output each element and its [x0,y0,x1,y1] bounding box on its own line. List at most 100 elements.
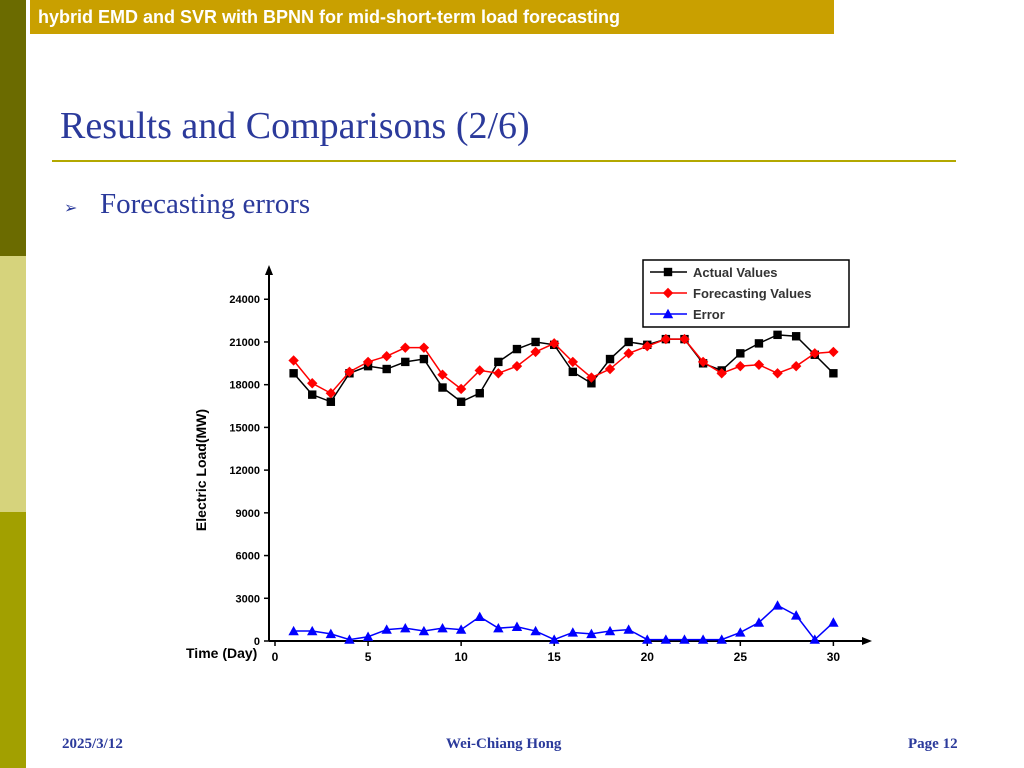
data-point [735,627,746,637]
data-point [307,378,318,389]
data-point [456,397,466,406]
data-point [828,346,839,358]
data-point [828,617,839,627]
x-tick-label: 15 [548,650,562,664]
data-point [308,390,317,399]
data-point [325,388,337,399]
data-point [829,369,838,378]
y-tick-label: 0 [254,636,260,648]
header-bar: hybrid EMD and SVR with BPNN for mid-sho… [30,0,834,34]
y-tick-label: 12000 [229,465,260,477]
x-tick-label: 30 [827,650,841,664]
data-point [289,369,298,378]
series-1 [289,330,838,406]
data-point [401,357,410,367]
data-point [362,631,374,641]
x-tick-label: 10 [454,650,468,664]
data-point [790,610,802,620]
data-point [605,354,615,364]
data-point [381,624,392,634]
legend-marker [662,308,674,319]
data-point [735,360,746,372]
data-point [437,369,448,380]
slide-title: Results and Comparisons (2/6) [60,105,530,147]
legend-label: Error [693,307,725,322]
data-point [679,333,690,345]
y-tick-label: 15000 [229,422,260,434]
data-point [530,625,541,636]
legend-marker [663,267,673,277]
y-tick-label: 24000 [229,294,260,306]
arrow-bullet-icon: ➢ [64,198,78,217]
series-3 [288,600,839,644]
data-point [697,634,709,644]
x-axis-label: Time (Day) [186,645,257,661]
y-axis-ticks: 0 3000 6000 9000 12000 15000 18000 21000 24000 [229,294,269,648]
data-point [288,355,299,366]
x-axis-arrow [862,637,872,645]
data-point [604,363,616,375]
series-layer [288,330,839,644]
data-point [400,622,411,633]
x-tick-label: 0 [272,650,279,664]
data-point [438,383,447,392]
data-point [493,622,504,633]
data-point [512,344,522,354]
data-point [697,356,709,368]
data-point [494,357,503,367]
data-point [326,397,336,406]
footer-date: 2025/3/12 [62,736,123,752]
data-point [455,624,467,634]
data-point [754,339,764,348]
sidebar-stripe-light [0,256,26,512]
load-forecast-chart: 0 3000 6000 9000 12000 15000 18000 21000 24000 0… [186,259,872,664]
legend: Actual Values Forecasting Values Error [642,259,850,328]
data-point [679,634,690,644]
y-tick-label: 3000 [236,593,260,605]
data-point [716,368,727,379]
data-point [344,634,355,644]
data-point [809,634,820,644]
data-point [736,349,745,358]
data-point [753,617,765,627]
legend-marker [662,287,674,299]
data-point [660,333,672,345]
x-axis-ticks: 0 5 10 15 20 25 30 [272,641,841,664]
y-tick-label: 6000 [236,551,260,563]
data-point [586,628,597,639]
data-point [587,379,596,388]
data-point [362,356,374,368]
bullet-text: Forecasting errors [100,188,311,220]
data-point [474,611,485,621]
data-point [344,366,355,378]
data-point [772,368,783,379]
y-tick-label: 18000 [229,380,260,392]
data-point [307,625,318,636]
data-point [474,365,485,376]
y-tick-label: 21000 [229,337,260,349]
data-point [790,360,802,372]
data-point [382,364,391,374]
sidebar-stripe-mid [0,512,26,768]
data-point [568,367,578,377]
data-point [531,337,540,347]
x-tick-label: 25 [734,650,748,664]
data-point [548,634,560,644]
data-point [567,627,579,637]
x-tick-label: 20 [641,650,655,664]
footer-page-number: Page 12 [908,736,958,752]
data-point [493,368,504,379]
y-tick-label: 9000 [236,508,260,520]
data-point [511,621,523,631]
data-point [418,342,430,353]
data-point [623,624,634,634]
sidebar-stripe-dark [0,0,26,256]
data-point [604,625,616,636]
data-point [419,354,429,364]
data-point [773,330,782,340]
legend-label: Actual Values [693,265,778,280]
data-point [791,332,801,341]
data-point [624,337,633,347]
y-axis-label: Electric Load(MW) [193,409,209,531]
x-tick-label: 5 [365,650,372,664]
